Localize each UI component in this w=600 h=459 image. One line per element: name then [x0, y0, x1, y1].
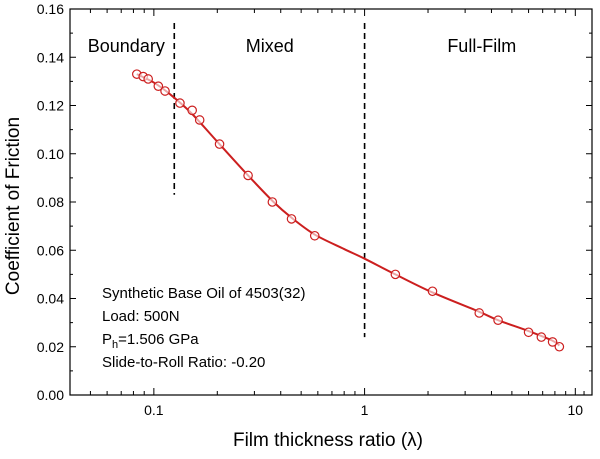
y-tick-label: 0.02 — [37, 339, 64, 355]
axis-ticks: 0.00 0.02 0.04 0.06 0.08 0.10 0.12 0.14 0.16 0.1 1… — [37, 1, 592, 418]
data-point — [309, 230, 320, 241]
region-label-full-film: Full-Film — [447, 36, 516, 56]
fit-curve — [136, 73, 560, 347]
y-axis-title: Coefficient of Friction — [3, 117, 24, 295]
data-point — [214, 139, 225, 149]
data-point — [554, 341, 565, 352]
slide-roll-label: Slide-to-Roll Ratio: -0.20 — [102, 354, 265, 371]
y-tick-label: 0.12 — [37, 98, 64, 114]
data-point — [153, 81, 164, 91]
y-tick-label: 0.04 — [37, 291, 64, 307]
data-point — [194, 115, 205, 125]
data-point — [243, 170, 253, 181]
y-tick-label: 0.10 — [37, 146, 64, 162]
pressure-prefix: P — [102, 331, 112, 348]
data-point — [547, 337, 558, 347]
data-point — [523, 327, 534, 338]
data-point — [536, 332, 547, 342]
data-point — [474, 308, 485, 318]
pressure-value: =1.506 GPa — [118, 331, 199, 348]
region-label-boundary: Boundary — [88, 36, 165, 56]
pressure-subscript: h — [112, 339, 118, 351]
x-tick-label: 10 — [568, 402, 584, 418]
y-tick-label: 0.08 — [37, 194, 64, 210]
data-point — [286, 214, 297, 224]
region-label-mixed: Mixed — [246, 36, 294, 56]
y-tick-label: 0.14 — [37, 49, 64, 65]
y-tick-label: 0.00 — [37, 387, 64, 403]
data-point — [175, 98, 185, 108]
x-tick-label: 0.1 — [144, 402, 164, 418]
y-tick-label: 0.16 — [37, 1, 64, 17]
data-point — [493, 315, 503, 326]
x-tick-label: 1 — [361, 402, 369, 418]
annotation-box: Synthetic Base Oil of 4503(32) Load: 500… — [102, 285, 305, 371]
data-point — [143, 74, 153, 84]
data-point — [267, 197, 278, 207]
region-boundaries: Boundary Mixed Full-Film — [88, 23, 516, 338]
x-axis-title: Film thickness ratio (λ) — [233, 430, 423, 451]
y-tick-label: 0.06 — [37, 242, 64, 258]
load-label: Load: 500N — [102, 308, 180, 325]
fit-curve-layer — [136, 73, 560, 347]
data-point — [427, 286, 438, 297]
data-point — [160, 86, 170, 96]
data-point — [390, 269, 401, 280]
pressure-label: Ph=1.506 GPa — [102, 331, 199, 351]
data-points — [132, 69, 565, 352]
base-oil-label: Synthetic Base Oil of 4503(32) — [102, 285, 305, 302]
data-point — [187, 105, 197, 116]
